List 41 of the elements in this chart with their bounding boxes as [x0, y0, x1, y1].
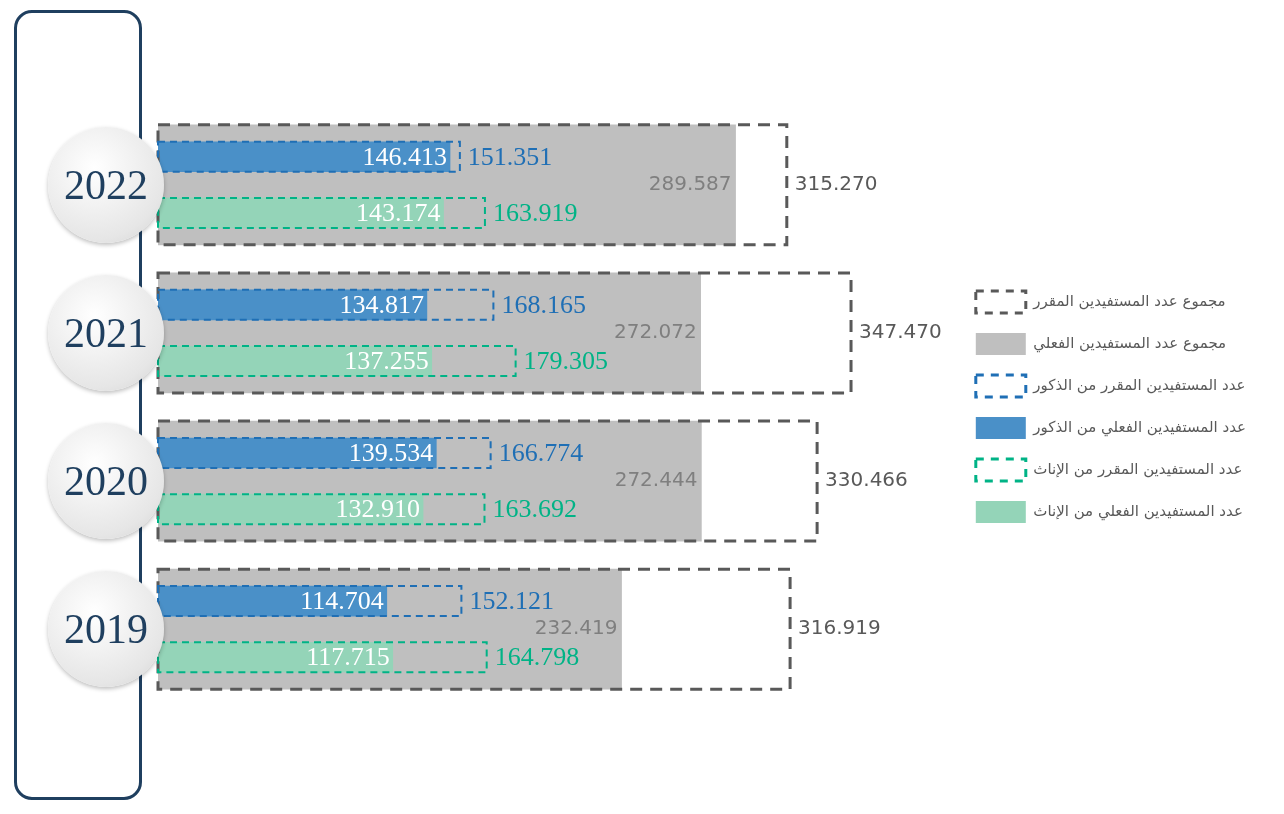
legend-label: عدد المستفيدين الفعلي من الذكور	[1032, 417, 1246, 437]
bar	[157, 345, 517, 377]
data-label: 166.774	[498, 437, 584, 467]
legend-label: مجموع عدد المستفيدين الفعلي	[1033, 333, 1227, 353]
data-label: 272.444	[614, 467, 698, 492]
data-label: 164.798	[494, 642, 580, 672]
data-label: 152.121	[469, 585, 554, 615]
bar	[157, 585, 463, 618]
data-label: 272.072	[613, 319, 697, 344]
data-label: 289.587	[648, 171, 732, 196]
y-tick-label: 2019	[64, 605, 148, 654]
data-label: 117.715	[306, 642, 390, 672]
bar	[157, 288, 495, 321]
legend-label: عدد المستفيدين المقرر من الإناث	[1033, 459, 1243, 478]
data-label: 146.413	[362, 141, 448, 171]
legend-label: عدد المستفيدين الفعلي من الإناث	[1033, 501, 1243, 521]
data-label: 163.692	[492, 493, 577, 523]
data-label: 137.255	[344, 345, 429, 375]
bar	[157, 641, 488, 674]
data-label: 143.174	[356, 197, 441, 227]
data-label: 151.351	[467, 141, 553, 171]
bar	[157, 437, 492, 469]
data-label: 139.534	[348, 437, 434, 467]
y-tick-label: 2020	[64, 457, 148, 506]
data-label: 330.466	[825, 467, 908, 492]
data-label: 134.817	[339, 289, 424, 319]
data-label: 232.419	[534, 615, 618, 640]
y-tick-label: 2021	[64, 308, 148, 357]
data-label: 114.704	[300, 585, 384, 615]
data-label: 163.919	[492, 197, 578, 227]
data-label: 316.919	[798, 615, 881, 640]
data-label: 132.910	[335, 493, 421, 523]
data-label: 347.470	[859, 319, 942, 344]
data-label: 168.165	[501, 289, 586, 319]
data-label: 179.305	[523, 345, 609, 375]
legend-label: عدد المستفيدين المقرر من الذكور	[1032, 375, 1246, 394]
legend-label: مجموع عدد المستفيدين المقرر	[1032, 291, 1226, 310]
y-tick-label: 2022	[64, 160, 148, 209]
bar	[157, 196, 486, 229]
data-label: 315.270	[794, 171, 878, 196]
bar	[157, 493, 486, 526]
